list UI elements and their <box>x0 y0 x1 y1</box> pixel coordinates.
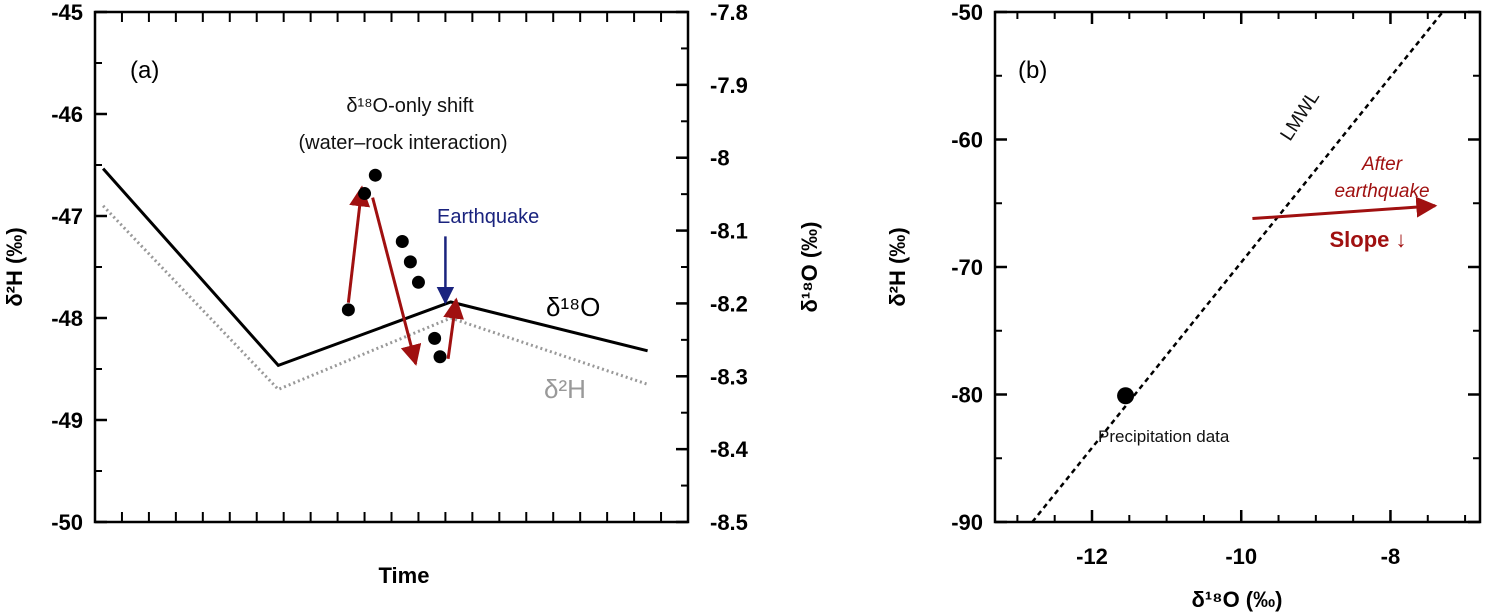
slope-label: Slope ↓ <box>1329 227 1406 252</box>
shift-arrow <box>371 197 422 366</box>
b-y-tick-label: -60 <box>951 128 983 153</box>
panel-b: -50 -60 -70 -80 -90 -12 -10 -8 (b) LMWL After e… <box>885 0 1482 612</box>
panel-b-y-axis-title: δ²H (‰) <box>885 227 910 306</box>
lmwl-label: LMWL <box>1277 87 1325 144</box>
shift-data-point <box>428 331 442 345</box>
shift-data-point <box>358 187 372 201</box>
shift-data-point <box>368 168 382 182</box>
panel-a-label: (a) <box>130 57 159 84</box>
panel-a-x-axis-title: Time <box>379 563 430 588</box>
after-earthquake-arrow <box>1252 196 1438 221</box>
earthquake-label: Earthquake <box>437 206 539 228</box>
left-tick-label: -46 <box>51 102 83 127</box>
right-tick-label: -7.8 <box>710 0 748 25</box>
after-earthquake-line2: earthquake <box>1334 181 1429 202</box>
shift-arrow <box>346 185 371 303</box>
panel-a-ticks: -45 -46 -47 -48 -49 -50 -7.8 -7.9 -8 -8.1 -8.2 -8.3… <box>51 0 748 535</box>
shift-data-point <box>411 275 425 289</box>
lmwl-line <box>1031 11 1444 523</box>
panel-b-x-axis-title: δ¹⁸O (‰) <box>1192 587 1283 612</box>
shift-annotation-line1: δ¹⁸O-only shift <box>346 95 474 117</box>
shift-arrow <box>443 297 465 360</box>
o18-series-line <box>101 167 648 368</box>
right-tick-label: -8 <box>710 146 730 171</box>
o18-series-label: δ¹⁸O <box>546 292 600 322</box>
shift-data-point <box>395 235 409 248</box>
b-y-tick-label: -80 <box>951 383 983 408</box>
b-y-tick-label: -50 <box>951 0 983 25</box>
panel-b-label: (b) <box>1018 57 1047 84</box>
b-y-tick-label: -90 <box>951 510 983 535</box>
after-earthquake-line1: After <box>1361 154 1403 175</box>
b-y-tick-label: -70 <box>951 255 983 280</box>
b-x-tick-label: -8 <box>1381 544 1401 569</box>
right-tick-label: -8.2 <box>710 291 748 316</box>
b-x-tick-label: -10 <box>1225 544 1257 569</box>
panel-a-data <box>101 167 649 392</box>
shift-data-point <box>403 255 417 269</box>
panel-a: -45 -46 -47 -48 -49 -50 -7.8 -7.9 -8 -8.1 -8.2 -8.3… <box>2 0 822 588</box>
right-tick-label: -8.4 <box>710 437 749 462</box>
shift-annotation-line2: (water–rock interaction) <box>299 132 508 154</box>
right-tick-label: -8.3 <box>710 364 748 389</box>
h2-series-label: δ²H <box>544 374 586 404</box>
left-tick-label: -45 <box>51 0 83 25</box>
panel-a-left-axis-title: δ²H (‰) <box>2 227 27 306</box>
panel-b-ticks: -50 -60 -70 -80 -90 -12 -10 -8 <box>951 0 1480 569</box>
h2-series-line <box>102 204 649 392</box>
precipitation-point <box>1117 387 1135 405</box>
right-tick-label: -8.5 <box>710 510 748 535</box>
right-tick-label: -8.1 <box>710 219 748 244</box>
panel-a-right-axis-title: δ¹⁸O (‰) <box>797 222 822 313</box>
left-tick-label: -50 <box>51 510 83 535</box>
shift-data-point <box>341 303 355 317</box>
right-tick-label: -7.9 <box>710 73 748 98</box>
shift-data-point <box>433 350 447 364</box>
panel-b-data <box>1031 11 1444 523</box>
b-x-tick-label: -12 <box>1076 544 1108 569</box>
left-tick-label: -47 <box>51 204 83 229</box>
left-tick-label: -48 <box>51 306 83 331</box>
precipitation-label: Precipitation data <box>1098 427 1230 446</box>
left-tick-label: -49 <box>51 408 83 433</box>
